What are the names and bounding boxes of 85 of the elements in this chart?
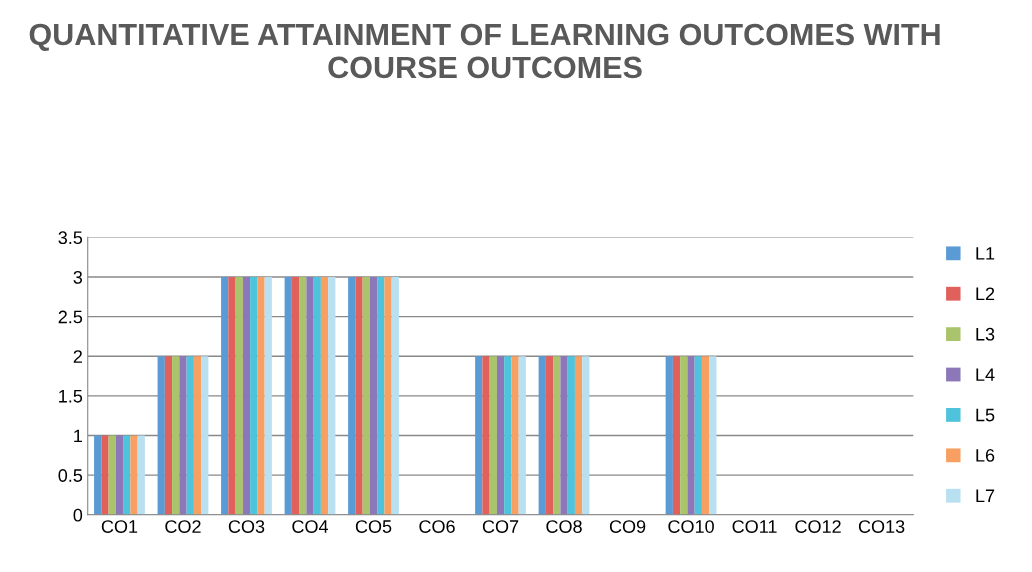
x-tick-label: CO5 — [355, 520, 392, 533]
x-tick-label: CO13 — [858, 520, 905, 533]
bar — [694, 356, 702, 515]
bar — [680, 356, 688, 515]
bar — [545, 356, 554, 515]
y-tick-label: 3 — [73, 270, 83, 284]
legend-label: L7 — [976, 489, 995, 502]
y-tick-label: 0 — [73, 508, 83, 522]
bar — [228, 277, 236, 515]
bar — [186, 356, 194, 515]
bar — [377, 277, 385, 515]
bar — [553, 356, 561, 515]
bar — [355, 277, 363, 515]
bar — [328, 277, 336, 515]
legend-label: L2 — [976, 287, 995, 301]
bar — [518, 356, 526, 515]
bar — [504, 356, 512, 515]
bar — [313, 277, 321, 515]
x-tick-label: CO11 — [732, 520, 777, 533]
bar — [391, 277, 399, 515]
bar — [157, 356, 165, 515]
bar — [475, 356, 483, 515]
x-tick-label: CO12 — [795, 520, 841, 533]
bar — [264, 277, 272, 515]
bar — [221, 277, 229, 515]
bar — [665, 356, 673, 515]
bar — [560, 356, 568, 515]
bar — [257, 277, 265, 515]
bar — [672, 356, 681, 515]
bar — [123, 435, 131, 515]
bar — [384, 277, 392, 515]
y-tick-label: 2 — [73, 350, 82, 363]
bar — [320, 277, 329, 515]
bar — [94, 435, 102, 515]
bar — [115, 435, 124, 515]
bar — [284, 277, 292, 515]
legend-label: L4 — [976, 368, 995, 381]
x-tick-label: CO8 — [546, 520, 582, 533]
bar — [201, 356, 209, 515]
x-tick-label: CO6 — [419, 520, 455, 533]
legend-label: L3 — [976, 327, 995, 341]
bar — [130, 435, 138, 515]
x-tick-label: CO10 — [668, 520, 714, 533]
bar — [701, 356, 710, 515]
bar — [538, 356, 546, 515]
bar — [489, 356, 497, 515]
bar — [709, 356, 717, 515]
bar — [362, 277, 370, 515]
legend-label: L5 — [976, 408, 995, 422]
bar — [369, 277, 378, 515]
bar — [482, 356, 490, 515]
bar — [242, 277, 251, 515]
bar — [582, 356, 590, 515]
bar — [108, 435, 116, 515]
y-tick-label: 2.5 — [58, 310, 83, 324]
bar — [687, 356, 695, 515]
bar — [137, 435, 145, 515]
bar — [193, 356, 202, 515]
bar — [496, 356, 505, 515]
x-tick-label: CO9 — [609, 520, 646, 533]
x-tick-label: CO7 — [482, 520, 519, 533]
y-tick-label: 3.5 — [58, 231, 83, 245]
x-tick-label: CO2 — [165, 520, 201, 533]
bar — [306, 277, 314, 515]
bar — [291, 277, 300, 515]
bar — [567, 356, 575, 515]
bar — [164, 356, 173, 515]
bar — [511, 356, 519, 515]
legend-label: L1 — [976, 247, 995, 260]
y-tick-label: 1 — [74, 429, 82, 443]
y-tick-label: 0.5 — [58, 469, 83, 482]
bar — [172, 356, 180, 515]
bar — [235, 277, 243, 515]
bar — [299, 277, 307, 515]
x-tick-label: CO4 — [292, 520, 329, 533]
y-tick-label: 1.5 — [59, 390, 83, 403]
bar — [250, 277, 258, 515]
x-tick-label: CO3 — [228, 520, 265, 533]
x-tick-label: CO1 — [101, 520, 138, 533]
bar — [179, 356, 187, 515]
chart-title: QUANTITATIVE ATTAINMENT OF LEARNING OUTCOMES WITH COURSE OUTCOMES — [29, 23, 940, 79]
bar — [574, 356, 583, 515]
bar — [101, 435, 109, 515]
bar — [348, 277, 356, 515]
legend-label: L6 — [976, 449, 995, 462]
